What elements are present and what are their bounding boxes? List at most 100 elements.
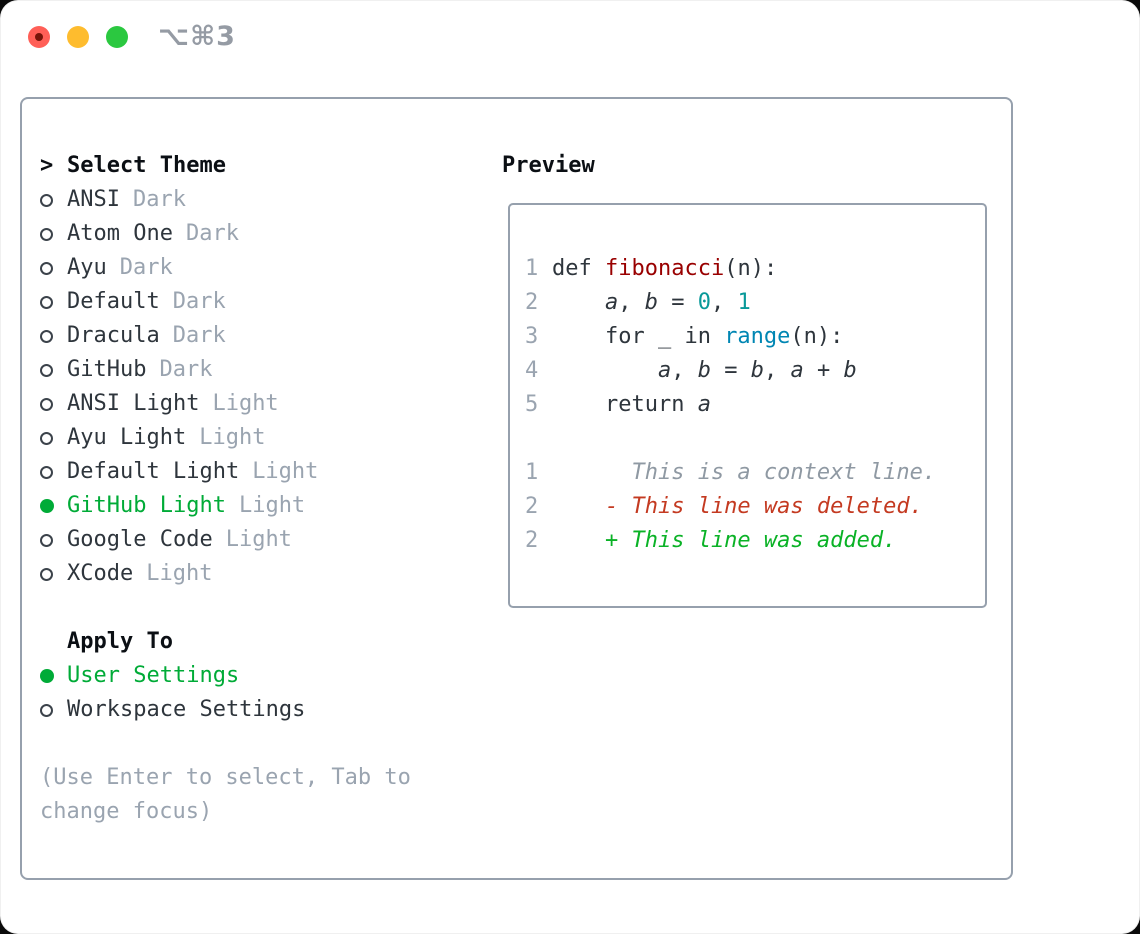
theme-option-xcode[interactable]: XCode Light xyxy=(40,557,411,591)
radio-cell xyxy=(40,465,67,479)
radio-icon xyxy=(40,261,53,275)
option-label: Google Code xyxy=(67,527,213,552)
option-label: Dracula xyxy=(67,323,160,348)
option-label: User Settings xyxy=(67,663,240,688)
code-line: 3 for _ in range (n): xyxy=(525,320,985,354)
code-token-plain: , xyxy=(671,358,698,383)
option-variant-label: Light xyxy=(252,459,319,484)
theme-option-default-light[interactable]: Default Light Light xyxy=(40,455,411,489)
code-token-variable: b xyxy=(697,358,711,383)
theme-option-ansi-light[interactable]: ANSI Light Light xyxy=(40,387,411,421)
apply-to-header: Apply To xyxy=(40,625,411,659)
line-number: 2 xyxy=(525,494,539,519)
line-number: 1 xyxy=(525,460,539,485)
zoom-button[interactable] xyxy=(106,26,128,48)
code-token-number: 0 xyxy=(697,290,711,315)
code-token-variable: b xyxy=(843,358,857,383)
radio-selected-icon xyxy=(40,669,54,683)
radio-cell xyxy=(40,397,67,411)
option-variant-label: Light xyxy=(146,561,213,586)
option-label: Default xyxy=(67,289,160,314)
theme-option-atom-one[interactable]: Atom One Dark xyxy=(40,217,411,251)
spacer xyxy=(40,591,411,625)
code-token-plain: (n): xyxy=(724,256,778,281)
code-line: 5 return a xyxy=(525,388,985,422)
prompt-icon: > xyxy=(40,153,54,178)
option-label: Ayu xyxy=(67,255,107,280)
option-label: Default Light xyxy=(67,459,240,484)
option-variant-label: Dark xyxy=(185,221,239,246)
option-label: Ayu Light xyxy=(67,425,187,450)
diff-line-added: 2 + This line was added. xyxy=(525,524,985,558)
code-line: 2 a, b = 0, 1 xyxy=(525,286,985,320)
radio-cell xyxy=(40,329,67,343)
theme-option-ayu[interactable]: Ayu Dark xyxy=(40,251,411,285)
theme-option-google-code[interactable]: Google Code Light xyxy=(40,523,411,557)
radio-cell xyxy=(40,669,67,683)
code-token-builtin: range xyxy=(724,324,791,349)
radio-icon xyxy=(40,703,53,717)
theme-option-github[interactable]: GitHub Dark xyxy=(40,353,411,387)
apply-to-title: Apply To xyxy=(67,629,173,654)
option-variant-label: Dark xyxy=(132,187,186,212)
line-number: 5 xyxy=(525,392,539,417)
option-label: Workspace Settings xyxy=(67,697,306,722)
option-label: XCode xyxy=(67,561,134,586)
code-token-number: 1 xyxy=(737,290,751,315)
option-variant-label: Dark xyxy=(159,357,213,382)
select-theme-header: > Select Theme xyxy=(40,149,411,183)
apply-option-workspace-settings[interactable]: Workspace Settings xyxy=(40,693,411,727)
theme-option-github-light[interactable]: GitHub Light Light xyxy=(40,489,411,523)
option-variant-label: Dark xyxy=(172,323,226,348)
code-line: 4 a, b = b, a + b xyxy=(525,354,985,388)
minimize-button[interactable] xyxy=(67,26,89,48)
radio-icon xyxy=(40,193,53,207)
line-number: 4 xyxy=(525,358,539,383)
radio-cell xyxy=(40,261,67,275)
line-number: 3 xyxy=(525,324,539,349)
code-token-keyword: for _ in xyxy=(552,324,725,349)
select-theme-title: Select Theme xyxy=(67,153,226,178)
diff-text: - This line was deleted. xyxy=(552,494,923,519)
option-label: Atom One xyxy=(67,221,173,246)
theme-list: ANSI Dark Atom One Dark Ayu Dark Default Dark Dr… xyxy=(40,183,411,591)
code-token-plain: (n): xyxy=(790,324,844,349)
theme-option-ansi[interactable]: ANSI Dark xyxy=(40,183,411,217)
theme-option-default[interactable]: Default Dark xyxy=(40,285,411,319)
code-line: 1 def fibonacci (n): xyxy=(525,252,985,286)
theme-picker: > Select Theme ANSI Dark Atom One Dark Ayu Da… xyxy=(40,149,411,829)
option-label: GitHub Light xyxy=(67,493,226,518)
diff-line-deleted: 2 - This line was deleted. xyxy=(525,490,985,524)
code-token-plain: , xyxy=(618,290,645,315)
option-variant-label: Light xyxy=(225,527,292,552)
option-variant-label: Light xyxy=(238,493,306,518)
option-label: ANSI Light xyxy=(67,391,200,416)
code-token-plain xyxy=(552,354,658,388)
code-token-plain xyxy=(552,286,605,320)
line-number: 2 xyxy=(525,290,539,315)
apply-option-user-settings[interactable]: User Settings xyxy=(40,659,411,693)
line-number: 1 xyxy=(525,256,539,281)
radio-cell xyxy=(40,295,67,309)
theme-option-ayu-light[interactable]: Ayu Light Light xyxy=(40,421,411,455)
code-token-plain: = xyxy=(710,358,751,383)
diff-line-context: 1 This is a context line. xyxy=(525,456,985,490)
spacer xyxy=(40,727,411,761)
radio-cell xyxy=(40,533,67,547)
preview-title: Preview xyxy=(502,153,595,178)
radio-icon xyxy=(40,533,53,547)
option-variant-label: Light xyxy=(199,425,266,450)
close-button-dot xyxy=(35,33,43,41)
code-token-plain: = xyxy=(657,290,698,315)
radio-cell xyxy=(40,703,67,717)
radio-icon xyxy=(40,397,53,411)
code-token-keyword: def xyxy=(552,256,605,281)
option-variant-label: Dark xyxy=(172,289,226,314)
theme-option-dracula[interactable]: Dracula Dark xyxy=(40,319,411,353)
hint-line-1: (Use Enter to select, Tab to xyxy=(40,765,411,790)
code-token-variable: b xyxy=(644,290,658,315)
code-token-plain: + xyxy=(803,358,844,383)
radio-selected-icon xyxy=(40,499,54,513)
close-button[interactable] xyxy=(28,26,50,48)
option-variant-label: Light xyxy=(212,391,279,416)
